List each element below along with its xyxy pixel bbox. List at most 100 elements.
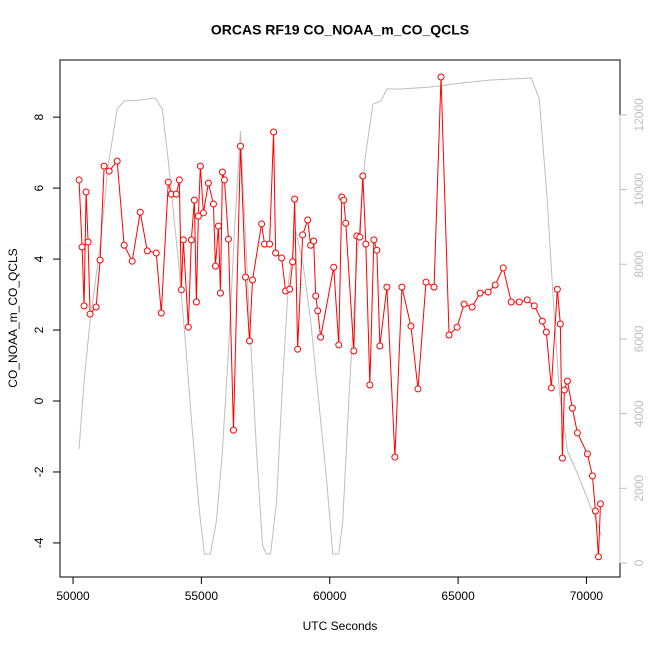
data-point: [453, 323, 461, 331]
data-point: [278, 254, 286, 262]
data-point: [430, 283, 438, 291]
data-point: [80, 302, 88, 310]
data-point: [172, 190, 180, 198]
x-tick-label: 60000: [313, 589, 347, 603]
data-point: [199, 209, 207, 217]
data-point: [523, 296, 531, 304]
data-point: [84, 238, 92, 246]
data-point: [194, 212, 202, 220]
data-point: [204, 179, 212, 187]
y-tick-label: 8: [32, 113, 46, 120]
data-point: [335, 341, 343, 349]
data-point: [214, 222, 222, 230]
data-point: [330, 263, 338, 271]
data-point: [588, 472, 596, 480]
data-point: [317, 333, 325, 341]
data-point: [92, 303, 100, 311]
data-point: [553, 285, 561, 293]
data-point: [491, 281, 499, 289]
series-line: [78, 77, 602, 555]
data-point: [445, 331, 453, 339]
data-point: [299, 231, 307, 239]
data-point: [383, 283, 391, 291]
data-point: [591, 507, 599, 515]
data-point: [370, 236, 378, 244]
data-point: [398, 283, 406, 291]
data-point: [366, 381, 374, 389]
x-tick-label: 65000: [441, 589, 475, 603]
data-point: [100, 162, 108, 170]
data-point: [499, 264, 507, 272]
data-point: [291, 195, 299, 203]
data-point: [556, 320, 564, 328]
data-point: [476, 289, 484, 297]
data-point: [164, 178, 172, 186]
data-point: [286, 285, 294, 293]
data-point: [216, 289, 224, 297]
data-point: [187, 236, 195, 244]
y-axis-label: CO_NOAA_m_CO_QCLS: [6, 248, 20, 387]
data-point: [96, 256, 104, 264]
chart-title: ORCAS RF19 CO_NOAA_m_CO_QCLS: [211, 22, 469, 38]
data-point: [484, 288, 492, 296]
data-point: [157, 309, 165, 317]
data-point: [362, 240, 370, 248]
data-point: [270, 128, 278, 136]
data-point: [190, 196, 198, 204]
data-point: [558, 454, 566, 462]
data-point: [312, 292, 320, 300]
data-point: [86, 310, 94, 318]
data-point: [542, 328, 550, 336]
data-point: [294, 345, 302, 353]
data-point: [175, 176, 183, 184]
y-tick-label: 6: [32, 184, 46, 191]
data-point: [422, 278, 430, 286]
data-point: [594, 553, 602, 561]
y-tick-label: 0: [32, 397, 46, 404]
y-tick-label: 4: [32, 255, 46, 262]
y-tick-label: -4: [32, 537, 46, 548]
data-point: [596, 500, 604, 508]
data-point: [105, 167, 113, 175]
data-point: [113, 157, 121, 165]
x-tick-label: 70000: [570, 589, 604, 603]
data-point: [468, 303, 476, 311]
data-point: [373, 246, 381, 254]
data-point: [136, 208, 144, 216]
y2-tick-label: 10000: [632, 173, 646, 207]
data-point: [196, 162, 204, 170]
data-point: [568, 404, 576, 412]
data-point: [75, 176, 83, 184]
data-point: [563, 377, 571, 385]
data-point: [177, 286, 185, 294]
x-tick-label: 50000: [56, 589, 90, 603]
data-point: [507, 298, 515, 306]
data-point: [78, 243, 86, 251]
data-point: [258, 220, 266, 228]
data-point: [515, 298, 523, 306]
data-point: [538, 317, 546, 325]
y2-tick-label: 8000: [632, 251, 646, 278]
data-point: [460, 300, 468, 308]
data-point: [547, 384, 555, 392]
data-point: [437, 73, 445, 81]
data-point: [530, 302, 538, 310]
data-point: [82, 188, 90, 196]
data-point: [407, 322, 415, 330]
data-point: [359, 172, 367, 180]
y2-tick-label: 12000: [632, 98, 646, 132]
data-point: [120, 241, 128, 249]
data-point: [249, 276, 257, 284]
data-point: [143, 247, 151, 255]
data-point: [128, 257, 136, 265]
data-point: [573, 429, 581, 437]
data-point: [246, 337, 254, 345]
data-point: [272, 249, 280, 257]
data-point: [289, 258, 297, 266]
data-point: [242, 273, 250, 281]
data-point: [560, 386, 568, 394]
y2-tick-label: 6000: [632, 325, 646, 352]
x-tick-label: 55000: [185, 589, 219, 603]
data-point: [414, 385, 422, 393]
